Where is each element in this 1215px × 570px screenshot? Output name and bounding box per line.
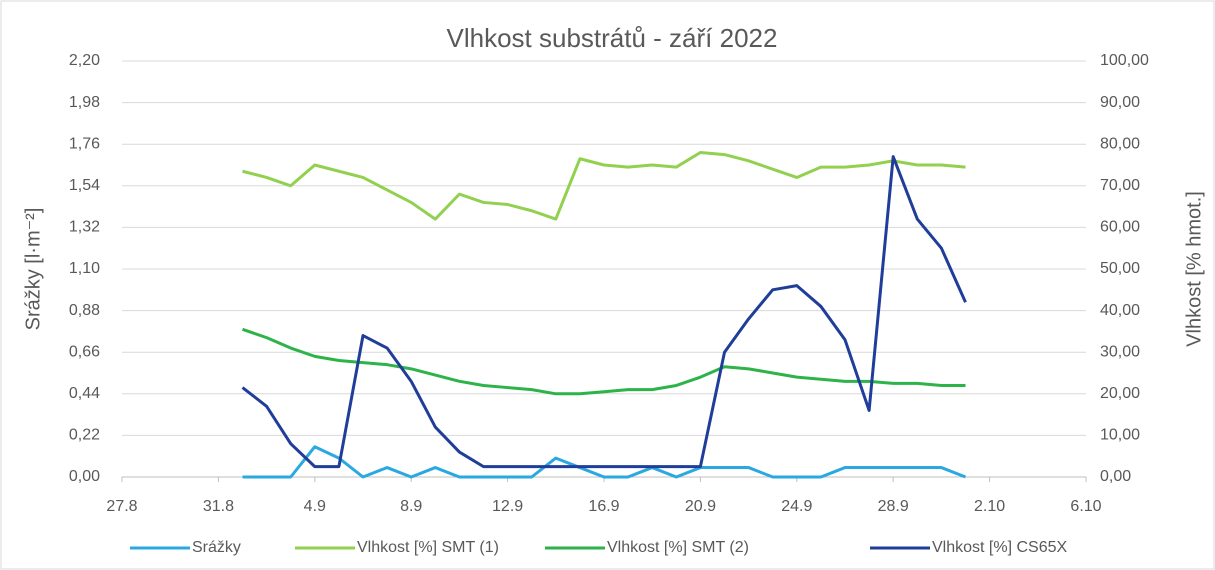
legend-label: Vlhkost [%] CS65X [932,539,1068,556]
y-tick-label: 1,98 [69,94,100,111]
y-tick-label: 1,54 [69,177,100,194]
y2-tick-label: 100,00 [1100,52,1149,69]
y-tick-label: 1,10 [69,260,100,277]
y2-tick-label: 0,00 [1100,468,1131,485]
y2-tick-label: 20,00 [1100,385,1140,402]
x-tick-label: 16.9 [588,498,619,515]
y-tick-label: 1,76 [69,135,100,152]
y-tick-label: 0,00 [69,468,100,485]
x-tick-label: 2.10 [974,498,1005,515]
y2-tick-label: 70,00 [1100,177,1140,194]
legend-label: Vlhkost [%] SMT (1) [357,539,499,556]
x-tick-label: 27.8 [106,498,137,515]
x-tick-label: 12.9 [492,498,523,515]
y-tick-label: 1,32 [69,219,100,236]
y-tick-label: 0,44 [69,385,100,402]
y-tick-label: 0,88 [69,302,100,319]
y2-tick-label: 10,00 [1100,427,1140,444]
series-line [241,155,967,469]
x-tick-label: 8.9 [400,498,422,515]
y-tick-label: 0,66 [69,343,100,360]
x-tick-label: 24.9 [781,498,812,515]
chart-title: Vlhkost substrátů - září 2022 [447,23,778,53]
y2-tick-label: 80,00 [1100,135,1140,152]
x-tick-label: 31.8 [203,498,234,515]
y2-tick-label: 40,00 [1100,302,1140,319]
x-tick-label: 28.9 [878,498,909,515]
y-tick-label: 2,20 [69,52,100,69]
y2-tick-label: 30,00 [1100,343,1140,360]
legend-label: Srážky [192,539,241,556]
y2-axis-title: Vlhkost [% hmot.] [1183,191,1205,347]
y2-tick-label: 60,00 [1100,219,1140,236]
y2-tick-label: 50,00 [1100,260,1140,277]
series-line [242,151,966,221]
legend-label: Vlhkost [%] SMT (2) [607,539,749,556]
x-tick-label: 4.9 [304,498,326,515]
series-line [242,445,967,479]
y-tick-label: 0,22 [69,427,100,444]
y2-tick-label: 90,00 [1100,94,1140,111]
x-tick-label: 6.10 [1070,498,1101,515]
y-axis-title: Srážky [l·m⁻²] [22,208,44,331]
x-tick-label: 20.9 [685,498,716,515]
series-line [242,327,966,396]
